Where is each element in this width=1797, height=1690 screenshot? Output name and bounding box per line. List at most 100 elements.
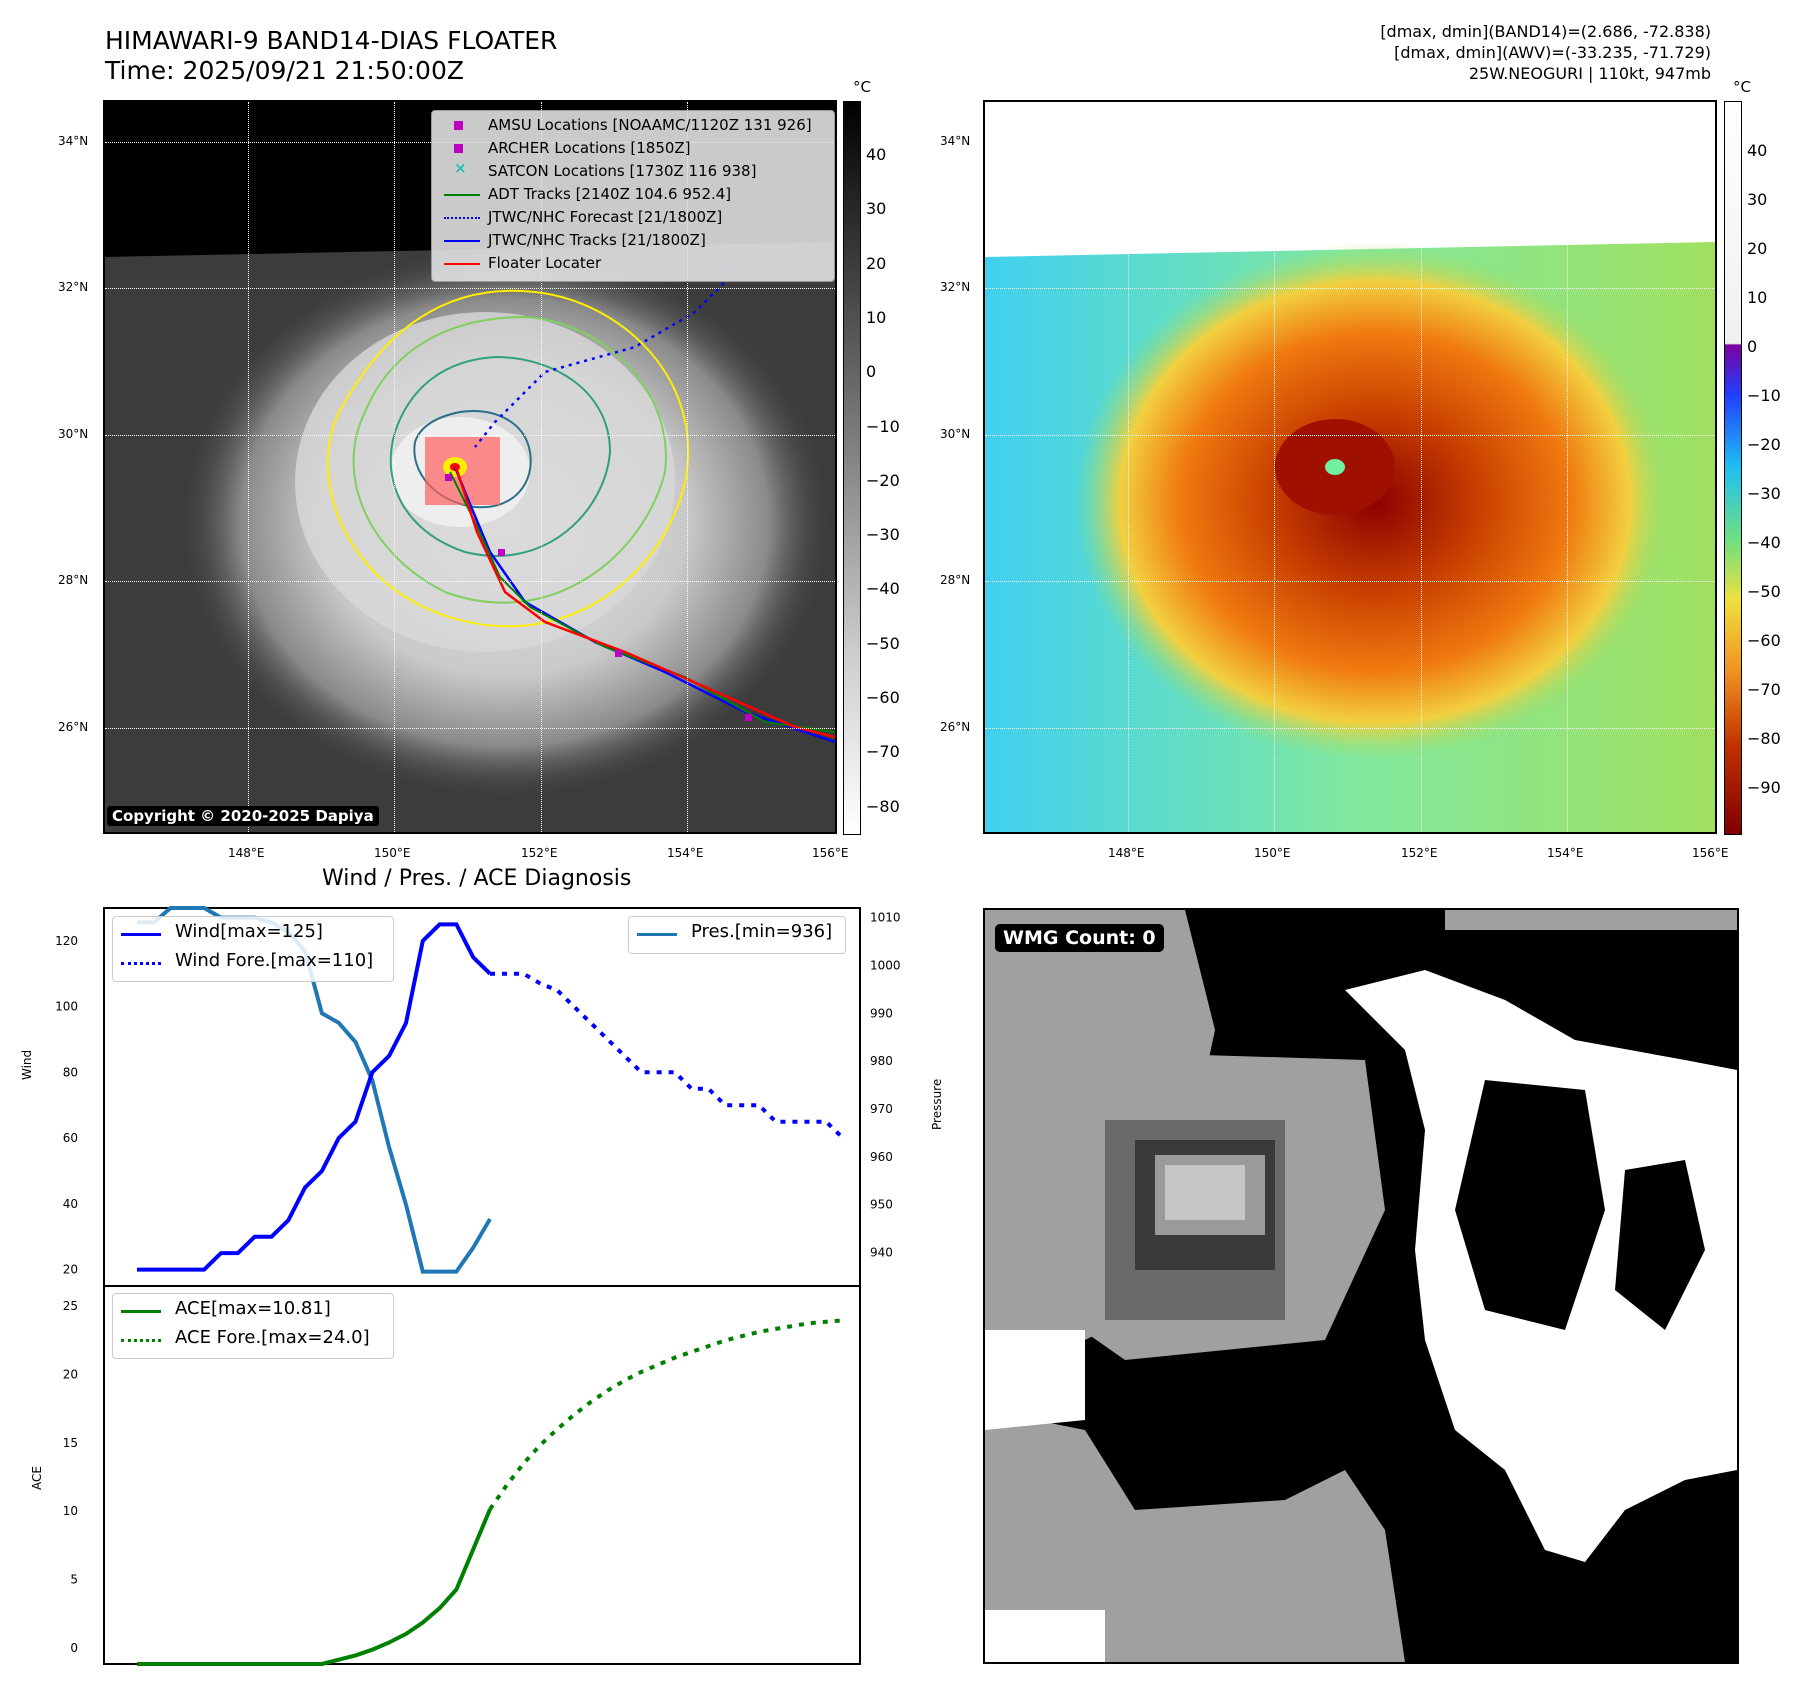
colorbar-right	[1724, 101, 1742, 835]
lat-label-28: 28°N	[58, 573, 89, 587]
ace-tick-label: 10	[63, 1504, 78, 1518]
colorbar-left	[843, 101, 861, 835]
lat-label-34: 34°N	[58, 134, 89, 148]
wind-legend-label: Wind[max=125]	[175, 921, 323, 942]
colorbar-tick-label: −50	[866, 633, 900, 653]
map-legend-label: JTWC/NHC Tracks [21/1800Z]	[488, 231, 706, 249]
ace-legend: ACE[max=10.81] ACE Fore.[max=24.0]	[112, 1293, 394, 1359]
pressure-tick-label: 940	[870, 1246, 893, 1260]
ace-tick-label: 0	[70, 1641, 78, 1655]
map-legend-marker: ×	[454, 159, 467, 177]
map-legend-item: Floater Locater	[432, 253, 832, 275]
wind-fore-legend-swatch	[121, 962, 161, 965]
colorbar-tick-label: 20	[1747, 239, 1768, 258]
awv-lon-label-152: 152°E	[1401, 846, 1438, 860]
awv-lon-label-156: 156°E	[1692, 846, 1729, 860]
map-legend-label: SATCON Locations [1730Z 116 938]	[488, 162, 757, 180]
map-legend-item: JTWC/NHC Forecast [21/1800Z]	[432, 207, 832, 229]
map-legend-marker	[444, 263, 480, 265]
ace-tick-label: 5	[70, 1573, 78, 1587]
figure-title-line2: Time: 2025/09/21 21:50:00Z	[105, 56, 464, 85]
pressure-tick-label: 970	[870, 1102, 893, 1116]
diagnosis-chart: 1201008060402010101000990980970960950940…	[55, 906, 901, 1666]
pressure-tick-label: 950	[870, 1198, 893, 1212]
info-line-1: [dmax, dmin](BAND14)=(2.686, -72.838)	[1380, 22, 1711, 41]
awv-lat-label-32: 32°N	[940, 280, 971, 294]
colorbar-tick-label: −40	[866, 579, 900, 599]
wind-legend-swatch	[121, 933, 161, 936]
colorbar-tick-label: 10	[1747, 288, 1768, 307]
map-legend-marker	[454, 121, 463, 130]
colorbar-tick-label: 40	[1747, 141, 1768, 160]
map-legend-marker	[454, 144, 463, 153]
colorbar-tick-label: −30	[866, 525, 900, 545]
pressure-tick-label: 1010	[870, 911, 901, 925]
map-legend-item: JTWC/NHC Tracks [21/1800Z]	[432, 230, 832, 252]
pressure-line	[137, 906, 492, 1274]
pressure-tick-label: 1000	[870, 958, 901, 972]
pressure-legend: Pres.[min=936]	[628, 916, 846, 954]
pressure-legend-label: Pres.[min=936]	[691, 921, 833, 942]
map-legend-marker	[444, 240, 480, 242]
colorbar-tick-label: −20	[1747, 435, 1781, 454]
colorbar-tick-label: −40	[1747, 533, 1781, 552]
colorbar-tick-label: −80	[1747, 729, 1781, 748]
info-line-3: 25W.NEOGURI | 110kt, 947mb	[1468, 64, 1711, 83]
colorbar-tick-label: −10	[866, 416, 900, 436]
awv-lon-label-148: 148°E	[1108, 846, 1145, 860]
map-legend-item: ADT Tracks [2140Z 104.6 952.4]	[432, 184, 832, 206]
colorbar-tick-label: 30	[866, 199, 887, 219]
colorbar-tick-label: −60	[1747, 631, 1781, 650]
wmg-imagery	[985, 910, 1737, 1662]
colorbar-tick-label: 10	[866, 307, 887, 327]
lat-label-26: 26°N	[58, 720, 89, 734]
awv-satellite-map	[983, 100, 1717, 834]
ace-fore-legend-swatch	[121, 1339, 161, 1342]
ace-tick-label: 25	[63, 1299, 78, 1313]
ace-legend-swatch	[121, 1310, 161, 1313]
colorbar-tick-label: −60	[866, 688, 900, 707]
ace-ylabel: ACE	[30, 1466, 44, 1490]
diagnosis-title: Wind / Pres. / ACE Diagnosis	[322, 866, 632, 891]
info-line-2: [dmax, dmin](AWV)=(-33.235, -71.729)	[1394, 43, 1711, 62]
colorbar-right-unit: °C	[1733, 78, 1751, 96]
wind-ylabel: Wind	[20, 1049, 34, 1080]
colorbar-tick-label: −10	[1747, 386, 1781, 405]
lon-label-156: 156°E	[812, 846, 849, 860]
wind-tick-label: 40	[63, 1197, 78, 1211]
map-legend-item: × SATCON Locations [1730Z 116 938]	[432, 159, 832, 183]
wind-tick-label: 120	[55, 934, 78, 948]
awv-lat-label-30: 30°N	[940, 427, 971, 441]
awv-lon-label-154: 154°E	[1547, 846, 1584, 860]
colorbar-tick-label: −70	[1747, 680, 1781, 699]
pressure-tick-label: 960	[870, 1150, 893, 1164]
awv-lon-label-150: 150°E	[1254, 846, 1291, 860]
pressure-tick-label: 980	[870, 1054, 893, 1068]
ace-axes-frame	[103, 1285, 861, 1665]
copyright-label: Copyright © 2020-2025 Dapiya	[107, 806, 379, 826]
ace-forecast-line	[488, 1318, 844, 1511]
wind-forecast-line	[490, 971, 845, 1140]
wmg-panel: WMG Count: 0	[983, 908, 1739, 1664]
colorbar-tick-label: −50	[1747, 582, 1781, 601]
colorbar-tick-label: 30	[1747, 190, 1768, 209]
wind-line	[137, 922, 492, 1272]
colorbar-tick-label: −20	[866, 470, 900, 490]
lon-label-154: 154°E	[667, 846, 704, 860]
ace-legend-label: ACE[max=10.81]	[175, 1298, 331, 1319]
lat-label-32: 32°N	[58, 280, 89, 294]
ace-tick-label: 15	[63, 1436, 78, 1450]
ace-line	[137, 1508, 492, 1666]
wind-tick-label: 20	[63, 1263, 78, 1277]
colorbar-tick-label: −30	[1747, 484, 1781, 503]
ir-satellite-map: AMSU Locations [NOAAMC/1120Z 131 926] ARC…	[103, 100, 837, 834]
wind-tick-label: 60	[63, 1131, 78, 1145]
wind-tick-label: 100	[55, 1000, 78, 1014]
map-legend-item: AMSU Locations [NOAAMC/1120Z 131 926]	[432, 115, 832, 137]
awv-gridlines	[985, 102, 1715, 832]
colorbar-tick-label: −70	[866, 742, 900, 762]
pressure-tick-label: 990	[870, 1006, 893, 1020]
map-legend-label: JTWC/NHC Forecast [21/1800Z]	[488, 208, 723, 226]
lat-label-30: 30°N	[58, 427, 89, 441]
map-legend-marker	[444, 194, 480, 196]
